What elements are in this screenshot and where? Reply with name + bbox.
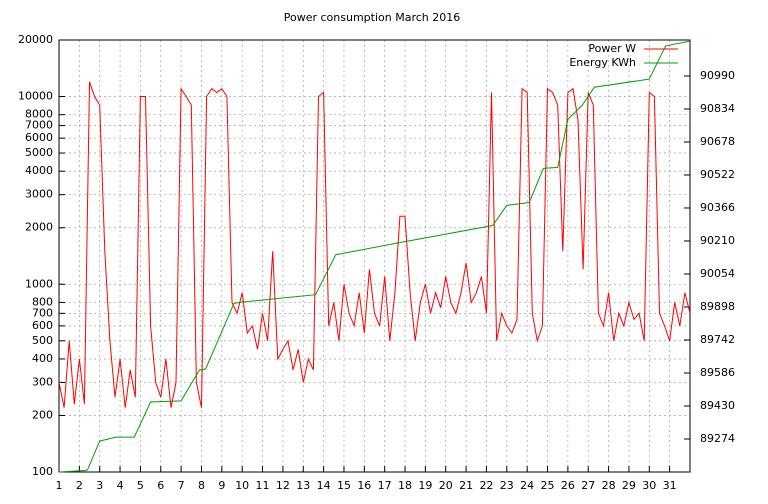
y-tick-label: 200 [32, 408, 53, 421]
y-tick-label: 500 [32, 334, 53, 347]
x-tick-label: 29 [622, 479, 636, 492]
series-line [58, 40, 691, 473]
x-tick-label: 17 [378, 479, 392, 492]
x-tick-label: 14 [317, 479, 331, 492]
x-tick-label: 6 [157, 479, 164, 492]
x-tick-label: 23 [500, 479, 514, 492]
plot-frame [58, 39, 691, 473]
x-tick-label: 15 [337, 479, 351, 492]
y-tick-label: 8000 [25, 108, 53, 121]
x-tick-label: 4 [117, 479, 124, 492]
x-tick-label: 11 [256, 479, 270, 492]
y-tick-label: 7000 [25, 119, 53, 132]
y2-tick-label: 90366 [700, 201, 735, 214]
y-tick-label: 2000 [25, 221, 53, 234]
y-tick-label: 3000 [25, 188, 53, 201]
legend-label: Power W [588, 42, 636, 55]
x-tick-label: 2 [76, 479, 83, 492]
y-tick-label: 4000 [25, 164, 53, 177]
y-tick-label: 600 [32, 319, 53, 332]
x-tick-label: 27 [581, 479, 595, 492]
y2-tick-label: 90522 [700, 168, 735, 181]
x-tick-label: 9 [218, 479, 225, 492]
y-tick-label: 400 [32, 352, 53, 365]
x-tick-label: 16 [357, 479, 371, 492]
x-tick-label: 21 [459, 479, 473, 492]
x-tick-label: 30 [642, 479, 656, 492]
y-tick-label: 700 [32, 306, 53, 319]
y-tick-label: 1000 [25, 277, 53, 290]
y-tick-label: 20000 [18, 33, 53, 46]
y-tick-label: 6000 [25, 131, 53, 144]
x-tick-label: 18 [398, 479, 412, 492]
x-tick-label: 10 [235, 479, 249, 492]
x-tick-label: 8 [198, 479, 205, 492]
x-tick-label: 20 [439, 479, 453, 492]
y-tick-label: 100 [32, 465, 53, 478]
y-tick-label: 300 [32, 375, 53, 388]
x-tick-label: 5 [137, 479, 144, 492]
x-tick-label: 24 [520, 479, 534, 492]
x-tick-label: 3 [96, 479, 103, 492]
y2-tick-label: 90990 [700, 69, 735, 82]
y2-tick-label: 89742 [700, 333, 735, 346]
y2-tick-label: 89898 [700, 300, 735, 313]
series-line [58, 81, 691, 408]
legend-label: Energy KWh [569, 56, 636, 69]
y-tick-label: 5000 [25, 146, 53, 159]
y-tick-label: 10000 [18, 90, 53, 103]
x-tick-label: 26 [561, 479, 575, 492]
x-tick-label: 13 [296, 479, 310, 492]
y2-tick-label: 90210 [700, 234, 735, 247]
y2-tick-label: 89586 [700, 366, 735, 379]
x-tick-label: 25 [541, 479, 555, 492]
y2-tick-label: 89430 [700, 399, 735, 412]
x-tick-label: 31 [663, 479, 677, 492]
y2-tick-label: 90678 [700, 135, 735, 148]
x-tick-label: 22 [479, 479, 493, 492]
y2-tick-label: 90834 [700, 102, 735, 115]
chart-title: Power consumption March 2016 [284, 11, 461, 24]
y-tick-label: 800 [32, 295, 53, 308]
y2-tick-label: 89274 [700, 432, 735, 445]
x-tick-label: 28 [602, 479, 616, 492]
x-tick-label: 7 [178, 479, 185, 492]
x-tick-label: 19 [418, 479, 432, 492]
x-tick-label: 12 [276, 479, 290, 492]
x-tick-label: 1 [56, 479, 63, 492]
y2-tick-label: 90054 [700, 267, 735, 280]
